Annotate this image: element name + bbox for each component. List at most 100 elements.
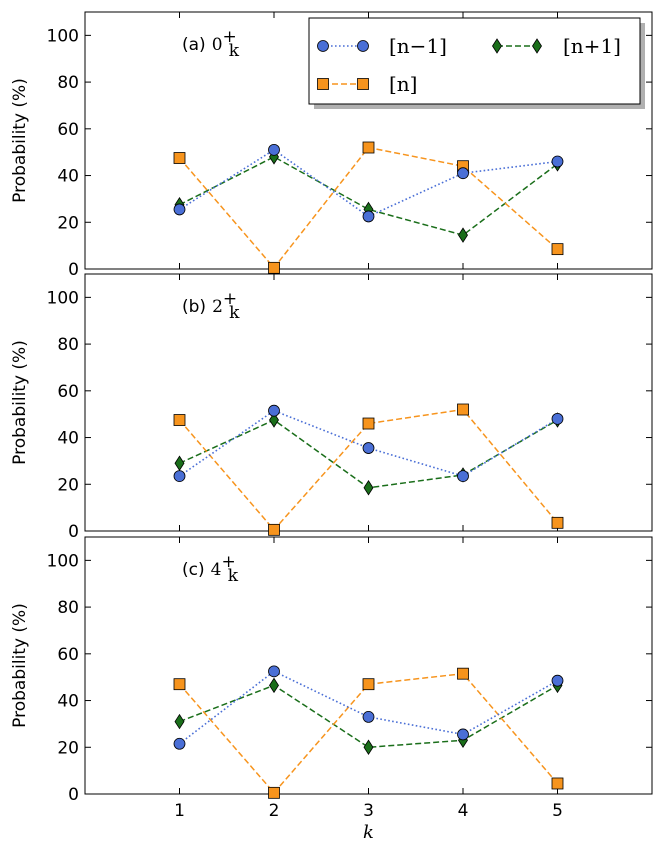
y-tick-label: 100	[47, 26, 79, 46]
data-point	[173, 414, 186, 426]
data-point	[269, 412, 279, 428]
panel-state-sup: +	[223, 27, 237, 47]
legend-entry: [n+1]	[492, 34, 621, 58]
series-markers-0	[173, 404, 564, 482]
y-tick-label: 100	[47, 551, 79, 571]
y-tick-label: 20	[57, 738, 79, 758]
x-tick-label: 4	[458, 801, 469, 821]
data-point	[362, 141, 375, 154]
legend-label: [n−1]	[389, 34, 447, 58]
data-point	[551, 516, 564, 529]
series-line	[179, 684, 558, 749]
x-axis-label: k	[363, 822, 374, 843]
data-point	[362, 442, 375, 454]
series-line	[179, 670, 558, 745]
panel-state: 0	[212, 35, 223, 55]
data-point	[173, 203, 186, 216]
panel-state-sub: k	[229, 303, 240, 323]
data-point	[269, 677, 279, 694]
legend: [n−1] [n+1] [n]	[308, 17, 645, 109]
data-point	[173, 678, 186, 691]
legend-marker	[317, 78, 329, 90]
data-point	[173, 737, 186, 750]
y-tick-label: 60	[57, 645, 79, 665]
data-point	[457, 667, 469, 680]
panel-label: (b) 2+ k	[182, 289, 240, 323]
data-point	[458, 227, 468, 243]
y-tick-label: 80	[57, 73, 79, 93]
data-point	[268, 261, 280, 274]
series-markers-0	[173, 665, 564, 750]
legend-marker	[357, 78, 369, 90]
x-tick-label: 5	[552, 801, 563, 821]
series-0	[179, 670, 558, 745]
panel-letter: (a)	[182, 35, 206, 55]
data-point	[362, 417, 375, 430]
panel-b: 0 20 40 60 80 100 Probability (%) (b) 2+ k	[10, 273, 653, 542]
y-tick-label: 0	[68, 785, 79, 805]
series-markers-1	[173, 667, 564, 799]
panel-label: (c) 4+ k	[182, 552, 239, 586]
series-markers-0	[173, 143, 564, 223]
series-2	[179, 684, 558, 749]
y-tick-label: 80	[57, 598, 79, 618]
series-markers-2	[174, 149, 563, 243]
panel-state-sub: k	[228, 566, 239, 586]
y-axis-label: Probability (%)	[10, 603, 30, 728]
legend-marker	[357, 40, 369, 52]
legend-box	[308, 17, 641, 105]
data-point	[363, 480, 374, 496]
legend-marker	[317, 40, 329, 52]
panel-letter: (b)	[182, 297, 206, 317]
plot-frame	[84, 536, 653, 795]
series-1	[178, 672, 559, 794]
data-point	[457, 470, 469, 482]
x-tick-label: 1	[174, 801, 185, 821]
data-point	[551, 777, 564, 790]
data-point	[268, 523, 280, 536]
legend-label: [n+1]	[563, 34, 621, 58]
panel-state: 4	[211, 560, 222, 580]
series-line	[178, 672, 559, 794]
panel-letter: (c)	[182, 560, 205, 580]
y-tick-label: 80	[57, 335, 79, 355]
y-tick-label: 60	[57, 382, 79, 402]
panel-state: 2	[212, 297, 223, 317]
y-tick-label: 40	[57, 692, 79, 712]
data-point	[268, 786, 280, 799]
data-point	[268, 143, 280, 156]
data-point	[551, 155, 564, 168]
panel-state-sup: +	[221, 552, 235, 572]
data-point	[173, 470, 186, 482]
data-point	[457, 167, 469, 180]
data-point	[174, 455, 185, 471]
y-tick-label: 40	[57, 429, 79, 449]
x-tick-label: 3	[363, 801, 374, 821]
y-tick-label: 0	[68, 522, 79, 542]
legend-marker	[532, 38, 542, 54]
panel-label: (a) 0+ k	[182, 27, 240, 61]
series-markers-1	[173, 141, 564, 274]
data-point	[551, 674, 564, 687]
y-tick-label: 20	[57, 213, 79, 233]
data-point	[362, 711, 375, 723]
data-point	[268, 665, 280, 678]
panel-state-sup: +	[223, 289, 237, 309]
series-line	[179, 156, 558, 236]
data-point	[551, 412, 564, 425]
legend-entry: [n]	[317, 72, 418, 96]
y-tick-label: 60	[57, 120, 79, 140]
y-tick-label: 20	[57, 475, 79, 495]
data-point	[173, 152, 186, 164]
data-point	[551, 243, 564, 256]
panel-state-sub: k	[229, 41, 240, 61]
x-tick-label: 2	[269, 801, 280, 821]
data-point	[457, 403, 469, 416]
y-tick-label: 0	[68, 260, 79, 280]
data-point	[268, 404, 280, 417]
data-point	[362, 210, 375, 223]
legend-marker	[492, 38, 502, 54]
